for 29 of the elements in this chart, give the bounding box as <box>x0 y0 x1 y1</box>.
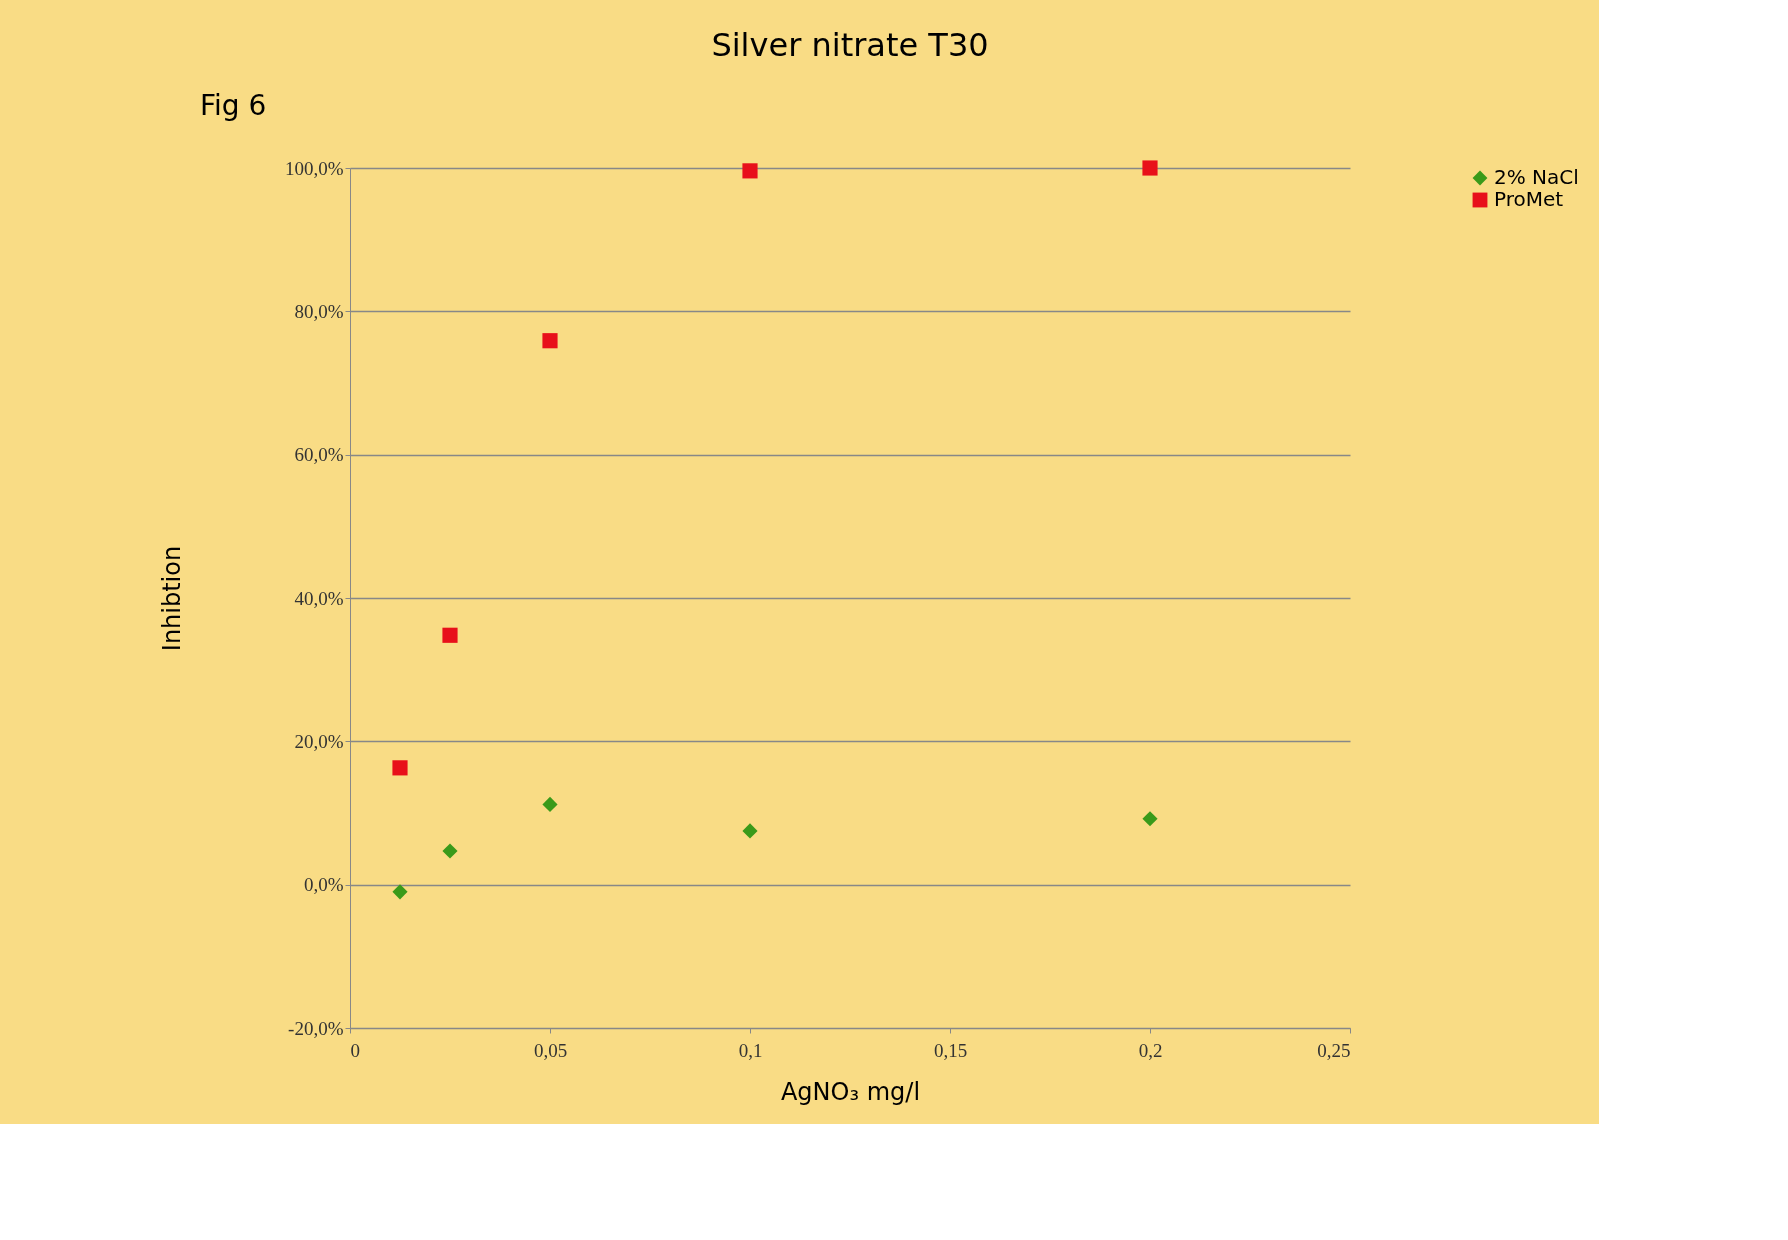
y-tick-label: 0,0% <box>303 874 344 896</box>
y-tick-label: 100,0% <box>284 157 344 179</box>
legend-label: ProMet <box>1494 187 1564 211</box>
point <box>742 823 758 839</box>
y-tick-label: -20,0% <box>288 1017 344 1039</box>
y-axis-title: Inhibtion <box>157 545 186 652</box>
point <box>442 843 458 859</box>
point <box>392 760 408 776</box>
x-tick-label: 0,25 <box>1317 1039 1351 1061</box>
legend-label: 2% NaCl <box>1494 165 1579 189</box>
point <box>442 627 458 643</box>
x-tick-label: 0,2 <box>1138 1039 1163 1061</box>
x-tick-label: 0,15 <box>933 1039 968 1061</box>
x-tick-label: 0 <box>350 1039 360 1061</box>
y-tick-label: 20,0% <box>294 730 344 752</box>
x-tick-label: 0,1 <box>738 1039 763 1061</box>
y-tick-label: 60,0% <box>294 444 344 466</box>
point <box>742 163 758 179</box>
y-tick-label: 80,0% <box>294 300 344 322</box>
caption: Fig 6 <box>200 89 267 122</box>
x-axis-title: AgNO₃ mg/l <box>780 1077 921 1106</box>
chart-title: Silver nitrate T30 <box>711 26 989 64</box>
x-tick-label: 0,05 <box>533 1039 568 1061</box>
point <box>542 796 558 812</box>
point <box>1142 811 1158 827</box>
point <box>1142 160 1158 176</box>
y-tick-label: 40,0% <box>294 587 344 609</box>
point <box>542 333 558 349</box>
point <box>392 884 408 900</box>
